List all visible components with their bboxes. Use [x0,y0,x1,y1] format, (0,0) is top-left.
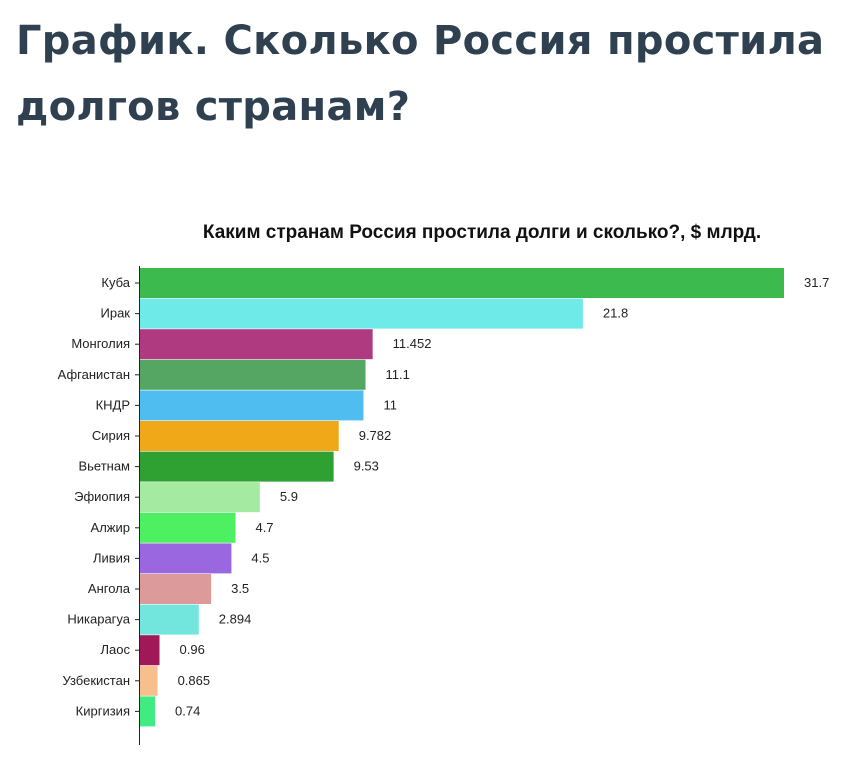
category-label-7: Эфиопия [74,489,130,504]
bar-14 [140,696,156,727]
category-label-3: Афганистан [58,367,130,382]
category-label-0: Куба [101,275,130,290]
value-label-13: 0.865 [178,673,211,688]
bar-10 [140,574,212,604]
bar-13 [140,665,158,696]
category-label-13: Узбекистан [62,673,130,688]
value-label-10: 3.5 [231,581,249,596]
category-label-1: Ирак [101,306,131,321]
bar-6 [140,451,334,482]
bar-11 [140,604,199,635]
value-label-4: 11 [383,397,397,412]
bar-12 [140,635,160,666]
page-title: График. Сколько Россия простила долгов с… [16,18,825,130]
value-label-0: 31.7 [804,275,829,290]
value-label-14: 0.74 [175,703,200,718]
category-label-5: Сирия [92,428,130,443]
value-label-5: 9.782 [359,428,392,443]
category-label-4: КНДР [96,397,130,412]
value-label-11: 2.894 [219,612,252,627]
category-label-6: Вьетнам [78,459,130,474]
value-label-8: 4.7 [255,520,273,535]
category-label-11: Никарагуа [67,612,130,627]
category-label-10: Ангола [88,581,131,596]
bar-5 [140,421,339,451]
bar-1 [140,298,583,329]
category-label-12: Лаос [101,642,131,657]
bar-0 [140,268,784,298]
value-label-9: 4.5 [251,550,269,565]
category-label-9: Ливия [93,550,130,565]
value-label-3: 11.1 [386,367,410,382]
bar-4 [140,390,364,421]
value-label-12: 0.96 [180,642,205,657]
bars-group: Куба 31.7 Ирак 21.8 Монголия 11.452 Афганистан… [58,268,829,727]
value-label-6: 9.53 [354,459,379,474]
value-label-7: 5.9 [280,489,298,504]
bar-3 [140,359,366,390]
category-label-14: Киргизия [76,703,130,718]
bar-9 [140,543,232,574]
bar-2 [140,329,373,360]
value-label-2: 11.452 [393,336,432,351]
chart-title: Каким странам Россия простила долги и ск… [203,222,761,243]
bar-8 [140,512,236,543]
category-label-2: Монголия [71,336,130,351]
value-label-1: 21.8 [603,306,628,321]
category-label-8: Алжир [91,520,130,535]
bar-7 [140,482,260,513]
